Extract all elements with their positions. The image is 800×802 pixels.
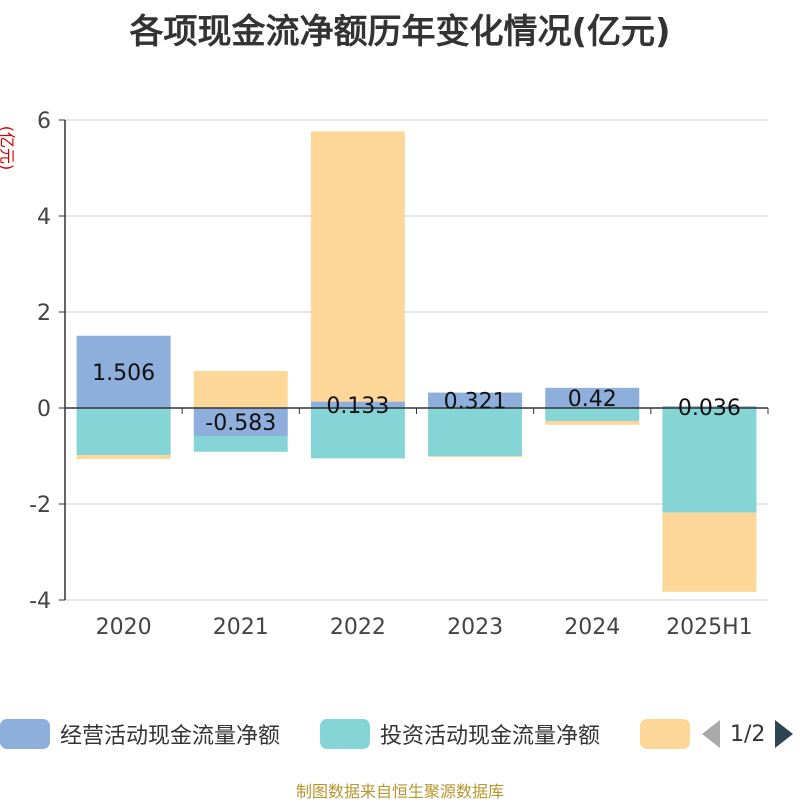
bar-series-0 [662,406,757,408]
y-tick-label: 0 [37,397,51,422]
bar-series-2 [428,456,523,457]
legend-item-investing[interactable]: 投资活动现金流量净额 [320,716,600,752]
bar-data-label: 0.42 [568,387,617,412]
bar-series-2 [545,420,640,425]
bar-series-0 [76,335,171,408]
x-category-label: 2022 [330,615,386,640]
legend-page-indicator: 1/2 [730,721,766,747]
legend-label-operating: 经营活动现金流量净额 [60,724,281,749]
bar-series-2 [76,455,171,459]
bar-series-1 [545,408,640,421]
bar-series-1 [193,435,288,452]
data-source-note: 制图数据来自恒生聚源数据库 [295,782,504,801]
bar-data-label: -0.583 [205,411,276,436]
bar-series-0 [545,387,640,408]
legend-next-page-icon[interactable] [775,720,794,748]
x-category-label: 2025H1 [666,615,753,640]
stacked-bar-chart: -4 -2 0 2 4 6 2020 2021 2022 2023 2024 2025H1 1.506 -… [29,109,769,640]
bar-series-1 [310,408,405,459]
legend-item-financing[interactable] [640,716,690,752]
x-category-label: 2024 [564,615,620,640]
bar-series-1 [662,408,757,513]
bar-data-label: 0.036 [678,396,741,421]
bar-data-label: 0.133 [326,394,389,419]
legend-swatch-investing [320,719,370,749]
bar-series-0 [193,408,288,436]
chart-title: 各项现金流净额历年变化情况(亿元) [129,12,671,52]
bar-data-label: 1.506 [92,361,155,386]
x-category-label: 2023 [447,615,503,640]
y-tick-label: 6 [37,109,51,134]
bar-series-2 [310,131,405,402]
bar-series-0 [310,401,405,408]
legend-label-investing: 投资活动现金流量净额 [380,724,601,749]
legend: 经营活动现金流量净额 投资活动现金流量净额 1/2 [0,716,800,752]
bar-series-0 [428,392,523,408]
bar-series-2 [662,512,757,592]
y-tick-label: -2 [29,493,51,518]
bar-series-2 [193,371,288,408]
y-tick-label: 2 [37,301,51,326]
bar-series-1 [428,408,523,456]
y-tick-label: 4 [37,205,51,230]
x-category-label: 2021 [213,615,269,640]
legend-item-operating[interactable]: 经营活动现金流量净额 [0,716,280,752]
legend-swatch-financing [640,719,690,749]
legend-pager: 1/2 [702,716,794,752]
legend-prev-page-icon[interactable] [702,720,720,748]
bar-series-1 [76,408,171,456]
bar-data-label: 0.321 [444,389,507,414]
x-category-label: 2020 [96,615,152,640]
legend-swatch-operating [0,719,50,749]
y-tick-label: -4 [29,589,51,614]
